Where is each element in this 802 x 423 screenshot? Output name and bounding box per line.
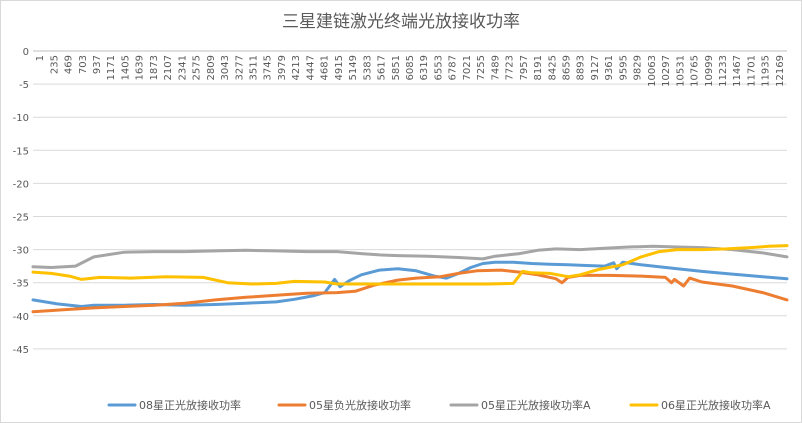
legend-label-2: 05星负光放接收功率	[309, 398, 411, 412]
legend: 08星正光放接收功率 05星负光放接收功率 05星正光放接收功率A 06星正光放接收功…	[107, 398, 771, 412]
x-tick-label: 6553	[433, 55, 444, 80]
x-tick-label: 2575	[192, 55, 203, 80]
x-tick-label: 5383	[362, 55, 373, 80]
series-lines	[31, 244, 789, 314]
x-tick-label: 1639	[135, 55, 146, 80]
y-tick-label: -10	[13, 113, 29, 124]
y-tick-label: -25	[13, 213, 29, 224]
x-tick-label: 3277	[234, 55, 245, 80]
x-tick-label: 9829	[633, 55, 644, 80]
x-tick-label: 2341	[177, 55, 188, 80]
x-tick-label: 8425	[547, 55, 558, 80]
x-tick-label: 7255	[476, 55, 487, 80]
grid-lines	[33, 83, 787, 350]
x-tick-label: 3745	[263, 55, 274, 80]
y-tick-label: -20	[13, 179, 29, 190]
series-line-2	[31, 268, 789, 314]
y-tick-label: -30	[13, 246, 29, 257]
x-tick-label: 7021	[462, 55, 473, 80]
series-line-4	[31, 244, 789, 286]
x-tick-label: 4915	[334, 55, 345, 80]
chart-title: 三星建链激光终端光放接收功率	[282, 12, 520, 32]
x-tick-label: 6085	[405, 55, 416, 80]
x-tick-label: 5149	[348, 55, 359, 80]
x-tick-label: 6787	[448, 55, 459, 80]
y-tick-label: -5	[19, 80, 29, 91]
y-tick-label: -35	[13, 279, 29, 290]
x-tick-label: 703	[78, 55, 89, 74]
y-tick-label: 0	[23, 47, 29, 58]
x-tick-label: 10297	[661, 55, 672, 87]
x-tick-label: 7957	[519, 55, 530, 80]
x-tick-label: 5851	[391, 55, 402, 80]
x-tick-label: 3043	[220, 55, 231, 80]
x-axis: 1 235 469 703 937 1171 1405 1639 1873 2107 2341 257…	[33, 50, 787, 87]
x-tick-label: 10063	[647, 55, 658, 87]
x-tick-label: 9361	[604, 55, 615, 80]
x-tick-label: 11935	[761, 55, 772, 87]
x-tick-label: 2107	[163, 55, 174, 80]
x-tick-label: 10999	[704, 55, 715, 87]
x-tick-label: 10531	[675, 55, 686, 87]
x-tick-label: 469	[64, 55, 75, 74]
x-tick-label: 937	[92, 55, 103, 74]
x-tick-label: 12169	[775, 55, 786, 87]
x-tick-label: 3511	[249, 55, 260, 80]
x-tick-label: 11233	[718, 55, 729, 87]
x-tick-label: 3979	[277, 55, 288, 80]
x-tick-label: 7723	[505, 55, 516, 80]
x-tick-label: 9595	[618, 55, 629, 80]
legend-label-1: 08星正光放接收功率	[139, 398, 241, 412]
x-tick-label: 7489	[490, 55, 501, 80]
x-tick-label: 2809	[206, 55, 217, 80]
legend-label-4: 06星正光放接收功率A	[661, 398, 771, 412]
legend-label-3: 05星正光放接收功率A	[481, 398, 591, 412]
x-tick-label: 5617	[377, 55, 388, 80]
series-line-3	[31, 244, 789, 269]
x-tick-label: 235	[49, 55, 60, 74]
x-tick-label: 6319	[419, 55, 430, 80]
y-tick-label: -40	[13, 312, 29, 323]
y-tick-label: -15	[13, 146, 29, 157]
x-tick-label: 8659	[561, 55, 572, 80]
x-tick-label: 4213	[291, 55, 302, 80]
x-tick-label: 11701	[746, 55, 757, 87]
x-tick-label: 8191	[533, 55, 544, 80]
x-tick-label: 10765	[690, 55, 701, 87]
x-tick-label: 1405	[120, 55, 131, 80]
x-tick-label: 9127	[590, 55, 601, 80]
x-tick-label: 8893	[576, 55, 587, 80]
x-tick-label: 4681	[320, 55, 331, 80]
x-tick-label: 1171	[106, 55, 117, 80]
y-tick-label: -45	[13, 345, 29, 356]
x-tick-label: 11467	[732, 55, 743, 87]
x-tick-label: 4447	[305, 55, 316, 80]
y-axis: 0 -5 -10 -15 -20 -25 -30 -35 -40 -45	[13, 47, 29, 356]
x-tick-label: 1873	[149, 55, 160, 80]
x-tick-label: 1	[35, 55, 46, 61]
